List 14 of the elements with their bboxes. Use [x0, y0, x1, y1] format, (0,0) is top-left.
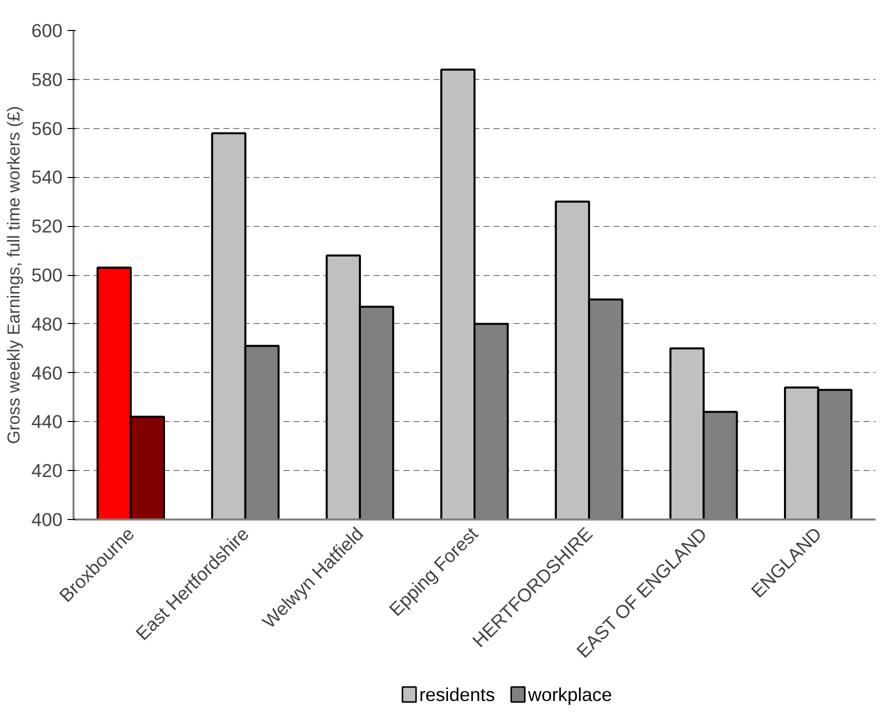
- y-tick-label: 520: [31, 216, 63, 237]
- y-tick-label: 540: [31, 166, 63, 188]
- legend-label: residents: [419, 684, 495, 705]
- y-tick-label: 600: [31, 20, 63, 41]
- legend-label: workplace: [526, 684, 612, 705]
- y-tick-label: 440: [31, 411, 63, 432]
- y-axis-title: Gross weekly Earnings, full time workers (£): [3, 106, 24, 444]
- y-tick-label: 480: [31, 313, 63, 334]
- y-tick-label: 500: [31, 264, 63, 286]
- y-tick-label: 460: [31, 362, 63, 384]
- y-tick-label: 420: [31, 460, 63, 482]
- y-tick-label: 580: [31, 68, 63, 90]
- y-tick-label: 560: [31, 118, 63, 139]
- y-tick-label: 400: [31, 509, 63, 530]
